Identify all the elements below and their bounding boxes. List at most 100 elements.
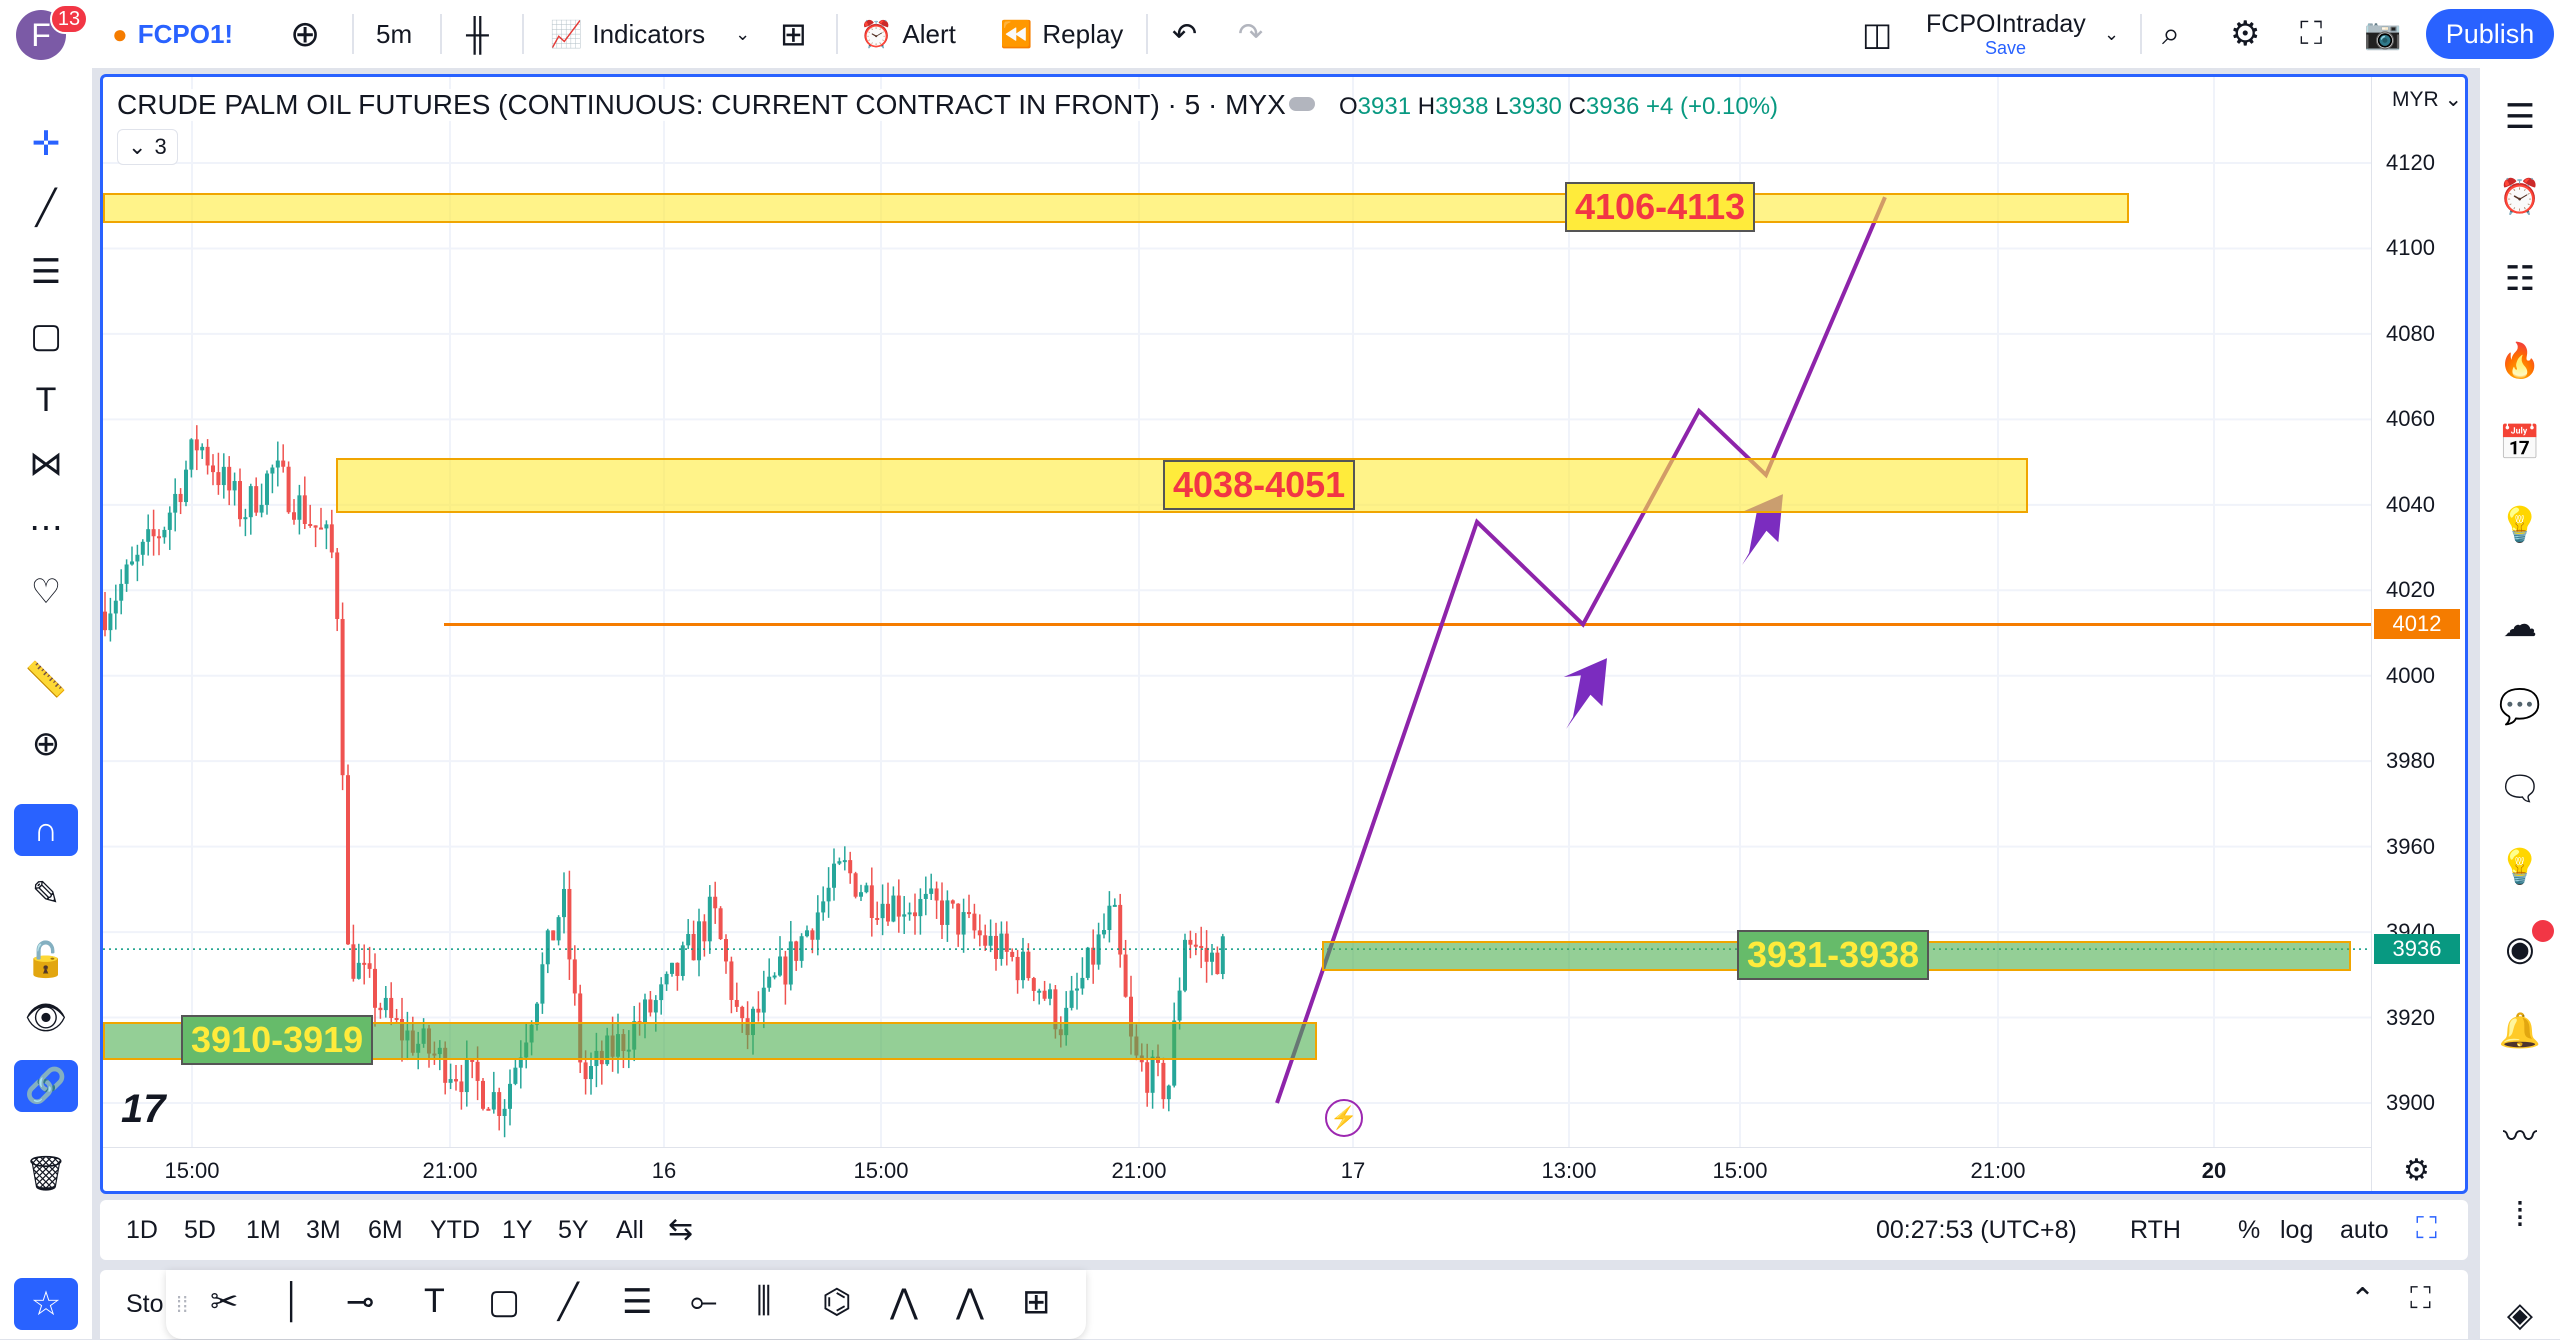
time-tick: 13:00	[1541, 1158, 1597, 1183]
trading-panel-icon[interactable]: 〰	[2503, 1117, 2537, 1156]
dom-icon[interactable]: ⁞	[2515, 1195, 2525, 1234]
clock-display[interactable]: 00:27:53 (UTC+8)	[1876, 1216, 2077, 1244]
link-icon[interactable]: 🔗	[14, 1060, 78, 1112]
add-symbol-icon[interactable]: ⊕	[290, 13, 321, 54]
star-icon[interactable]: ☆	[14, 1278, 78, 1330]
draw-lock-pencil-icon[interactable]: ✎	[31, 875, 61, 913]
auto-toggle[interactable]: auto	[2340, 1216, 2389, 1244]
market-status-icon[interactable]	[1289, 97, 1315, 111]
lightning-event-icon[interactable]: ⚡	[1325, 1099, 1363, 1137]
undo-icon[interactable]: ↶	[1172, 17, 1198, 51]
split-layout-icon[interactable]: ◫	[1862, 16, 1893, 52]
drag-handle-icon[interactable]: ⁞⁞	[176, 1292, 189, 1317]
layers-icon[interactable]: ◈	[2506, 1296, 2534, 1334]
time-axis[interactable]: 15:00 21:00 16 15:00 21:00 17 13:00 15:00 21:00 2…	[103, 1147, 2371, 1191]
fib-lines-icon[interactable]: ☰	[30, 253, 62, 291]
ray-icon[interactable]: ⟜	[690, 1282, 718, 1320]
notifications-bell-icon[interactable]: 🔔	[2498, 1012, 2542, 1050]
watchlist-icon[interactable]: ☰	[2504, 98, 2536, 136]
redo-icon[interactable]: ↷	[1238, 17, 1264, 51]
eye-icon[interactable]: 👁	[24, 999, 68, 1037]
layouts-icon[interactable]: ⊞	[780, 16, 807, 52]
fib-wedge-icon[interactable]: ✂	[210, 1283, 239, 1321]
abcd-pattern-icon[interactable]: ⋀	[890, 1283, 918, 1321]
forecast-icon[interactable]: ⋯	[29, 509, 63, 547]
range-button-1m[interactable]: 1M	[246, 1216, 281, 1244]
ideas-bulb-icon[interactable]: 💡	[2498, 506, 2542, 544]
fullscreen-icon[interactable]: ⛶	[2416, 1212, 2437, 1245]
parallel-channel-icon[interactable]: ☰	[622, 1283, 653, 1321]
range-button-6m[interactable]: 6M	[368, 1216, 403, 1244]
fullscreen-icon[interactable]: ⛶	[2300, 15, 2323, 51]
ruler-icon[interactable]: 📏	[24, 661, 68, 699]
crosshair-icon[interactable]: ✛	[31, 125, 61, 163]
chevron-down-icon[interactable]: ⌄	[2104, 23, 2120, 44]
object-tree-icon[interactable]: ☷	[2504, 260, 2536, 298]
zone-label[interactable]: 4106-4113	[1565, 181, 1756, 232]
price-zone[interactable]	[103, 192, 2129, 223]
zoom-in-icon[interactable]: ⊕	[31, 725, 61, 763]
text-icon[interactable]: T	[35, 380, 57, 419]
interval-button[interactable]: 5m	[376, 18, 413, 49]
range-button-ytd[interactable]: YTD	[430, 1216, 480, 1244]
date-range-calendar-icon[interactable]: ⇆	[668, 1213, 694, 1246]
zone-label[interactable]: 3931-3938	[1737, 929, 1930, 980]
pattern-icon[interactable]: ⋈	[29, 445, 63, 483]
chevron-up-icon[interactable]: ⌃	[2350, 1283, 2376, 1316]
zone-label[interactable]: 4038-4051	[1163, 459, 1356, 510]
rectangle-icon[interactable]: ▢	[488, 1283, 521, 1321]
calendar-icon[interactable]: 📅	[2498, 424, 2542, 462]
candles-icon[interactable]: ╫	[466, 15, 489, 52]
horizontal-ray-icon[interactable]: ⊸	[346, 1283, 375, 1321]
gear-icon[interactable]: ⚙	[2230, 15, 2261, 53]
axis-settings-gear-icon[interactable]: ⚙	[2403, 1154, 2430, 1187]
vertical-line-icon[interactable]: │	[282, 1282, 304, 1320]
symbol-button[interactable]: ● FCPO1!	[112, 0, 233, 68]
chart-plot-area[interactable]: CRUDE PALM OIL FUTURES (CONTINUOUS: CURR…	[103, 77, 2371, 1147]
indicators-collapse-button[interactable]: ⌄ 3	[117, 129, 178, 165]
xabcd-pattern-icon[interactable]: ⌬	[822, 1283, 852, 1321]
heart-icon[interactable]: ♡	[30, 573, 62, 611]
zone-label[interactable]: 3910-3919	[181, 1015, 374, 1066]
publish-button[interactable]: Publish	[2426, 9, 2554, 59]
chart-panel[interactable]: CRUDE PALM OIL FUTURES (CONTINUOUS: CURR…	[100, 74, 2468, 1194]
range-button-1y[interactable]: 1Y	[502, 1216, 533, 1244]
range-button-1d[interactable]: 1D	[126, 1216, 158, 1244]
messages-icon[interactable]: 🗨	[2498, 770, 2542, 808]
pitchfork-icon[interactable]: ⫼	[756, 1282, 772, 1320]
trend-line-icon[interactable]: ╱	[558, 1283, 579, 1321]
alert-button[interactable]: ⏰ Alert	[860, 0, 956, 68]
range-button-all[interactable]: All	[616, 1216, 644, 1244]
price-axis[interactable]: MYR ⌄ 4120 4100 4080 4060 4040 4020 4000 3980 39…	[2371, 77, 2465, 1191]
elliott-wave-icon[interactable]: ⋀	[956, 1283, 984, 1321]
percent-toggle[interactable]: %	[2238, 1216, 2261, 1244]
long-position-icon[interactable]: ⊞	[1022, 1283, 1051, 1321]
trash-icon[interactable]: 🗑	[24, 1155, 68, 1193]
camera-icon[interactable]: 📷	[2364, 17, 2402, 51]
rectangle-icon[interactable]: ▢	[29, 317, 63, 355]
search-icon[interactable]: ⌕	[2162, 15, 2180, 51]
text-icon[interactable]: T	[424, 1282, 445, 1320]
session-button[interactable]: RTH	[2130, 1216, 2181, 1244]
cloud-chat-icon[interactable]: ☁	[2503, 606, 2537, 644]
range-button-5y[interactable]: 5Y	[558, 1216, 589, 1244]
broadcast-icon[interactable]: ◉	[2505, 930, 2535, 968]
replay-button[interactable]: ⏪ Replay	[1000, 0, 1123, 68]
alarm-clock-icon[interactable]: ⏰	[2498, 178, 2542, 216]
magnet-icon[interactable]: ∩	[14, 804, 78, 856]
range-button-3m[interactable]: 3M	[306, 1216, 341, 1244]
indicators-button[interactable]: 📈 Indicators ⌄	[550, 0, 750, 68]
range-button-5d[interactable]: 5D	[184, 1216, 216, 1244]
candle-body	[1183, 939, 1187, 991]
chat-icon[interactable]: 💬	[2498, 688, 2542, 726]
maximize-icon[interactable]: ⛶	[2410, 1282, 2431, 1315]
save-button[interactable]: Save	[1985, 38, 2027, 58]
log-toggle[interactable]: log	[2280, 1216, 2314, 1244]
currency-selector[interactable]: MYR ⌄	[2392, 88, 2463, 111]
tips-icon[interactable]: 💡	[2498, 848, 2542, 886]
hotlist-flame-icon[interactable]: 🔥	[2498, 342, 2542, 380]
lock-icon[interactable]: 🔓	[24, 941, 68, 979]
candle-body	[459, 1081, 464, 1093]
layout-name[interactable]: FCPOIntraday	[1926, 10, 2086, 38]
trend-line-icon[interactable]: ╱	[35, 189, 57, 227]
